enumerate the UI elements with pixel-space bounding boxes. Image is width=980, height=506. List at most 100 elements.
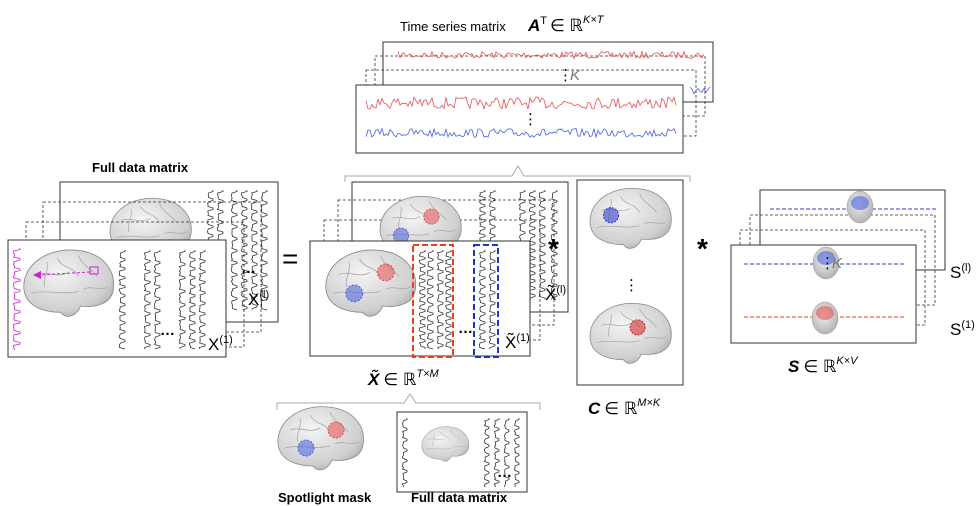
brain	[277, 406, 364, 471]
gyrus	[140, 206, 160, 223]
signal	[528, 190, 536, 300]
group	[325, 249, 496, 350]
gyrus	[639, 193, 657, 213]
gyrus	[159, 203, 177, 223]
gyrus	[608, 314, 612, 338]
relation: ∈ ℝ	[604, 399, 638, 418]
symbol: X̃	[505, 332, 516, 352]
brain-outline	[589, 302, 672, 364]
gyrus	[432, 432, 435, 447]
group	[589, 187, 672, 364]
sd-layer-last: X̃(l)	[545, 284, 566, 304]
s-k: K	[832, 255, 843, 272]
sup: (l)	[556, 284, 566, 296]
gyrus	[425, 448, 451, 450]
spotlight	[376, 263, 395, 282]
signal	[513, 418, 520, 487]
gyrus	[453, 445, 466, 448]
gyrus	[596, 225, 640, 228]
ts-signals-front	[365, 96, 677, 138]
gyrus	[78, 255, 98, 277]
s-back	[846, 190, 874, 224]
s-layer-first: S(1)	[950, 319, 975, 339]
multiply: *	[548, 233, 559, 264]
signal	[397, 50, 705, 60]
gyrus	[128, 209, 132, 233]
legend-hdots: …	[497, 464, 512, 481]
dims: K×T	[583, 14, 605, 26]
brace	[344, 165, 691, 182]
ts-signals-back	[397, 50, 711, 95]
signal	[488, 250, 496, 350]
relation: ∈ ℝ	[550, 16, 584, 35]
spotlight	[345, 284, 364, 303]
gyrus	[334, 441, 359, 445]
symbol: A	[527, 16, 540, 35]
signal	[198, 250, 206, 350]
fd-layer-last: X(l)	[248, 289, 269, 309]
signal	[401, 418, 408, 488]
signal	[118, 250, 126, 350]
symbol: X̃	[545, 284, 556, 304]
relation: ∈ ℝ	[383, 370, 417, 389]
sup: (l)	[961, 262, 971, 274]
gyrus	[57, 258, 79, 277]
gyrus	[83, 286, 109, 290]
signal	[365, 96, 677, 111]
brain	[589, 302, 672, 364]
gyrus	[434, 229, 457, 233]
s-layer-last: S(l)	[950, 262, 971, 282]
sup: (l)	[259, 289, 269, 301]
dims: T×M	[416, 368, 439, 380]
full-data-title: Full data matrix	[92, 160, 189, 175]
signal	[478, 250, 486, 350]
symbol: X	[208, 335, 219, 354]
fd-layer-first: X(1)	[208, 334, 233, 354]
gyrus	[31, 290, 79, 294]
gyrus	[639, 308, 657, 328]
gyrus	[391, 216, 421, 220]
symbol: S	[950, 320, 961, 339]
gyrus	[121, 218, 151, 222]
gyrus	[398, 207, 402, 231]
signal	[444, 250, 452, 349]
symbol: C	[588, 399, 601, 418]
multiply: *	[697, 233, 708, 264]
signal	[230, 190, 238, 311]
dims: M×K	[637, 397, 661, 409]
signal	[153, 250, 161, 350]
group	[401, 418, 520, 488]
s-vdots: ⋮	[820, 255, 835, 272]
gyrus	[289, 427, 321, 431]
signal	[188, 250, 196, 350]
arrow-head	[33, 271, 41, 279]
ts-panel-front	[355, 84, 684, 154]
gyrus	[596, 340, 640, 343]
spotlight-box-blue	[473, 244, 499, 358]
legend-full-data: Full data matrix	[411, 490, 508, 505]
signal	[365, 127, 677, 138]
ts-vdots-front: ⋮	[523, 111, 538, 128]
c-label: C ∈ ℝM×K	[588, 397, 661, 418]
dims: K×V	[836, 355, 859, 367]
spotlight	[297, 439, 315, 457]
time-series-title: Time series matrix	[400, 19, 506, 34]
signal	[240, 190, 248, 311]
gyrus	[620, 196, 640, 213]
signal	[689, 86, 711, 95]
group	[12, 248, 206, 351]
spotlight	[423, 208, 440, 225]
group	[277, 406, 364, 471]
sup: (1)	[516, 332, 529, 344]
voxel	[89, 266, 99, 275]
sd-label: X̃ ∈ ℝT×M	[367, 368, 439, 389]
spotlight-box-red	[412, 244, 454, 358]
gyrus	[439, 431, 451, 441]
gyrus	[345, 261, 350, 288]
gyrus	[644, 336, 667, 340]
brain-outline	[589, 187, 672, 249]
gyrus	[450, 429, 461, 441]
signal	[493, 418, 500, 487]
signal	[503, 418, 510, 488]
